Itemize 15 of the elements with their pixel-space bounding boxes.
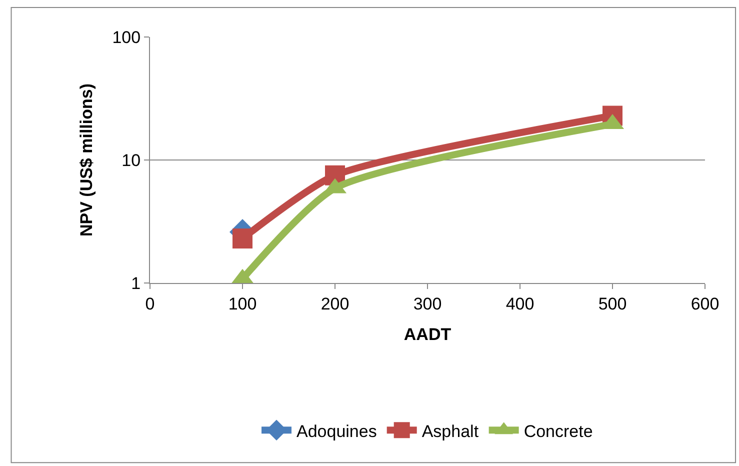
legend-label: Asphalt: [422, 422, 479, 441]
y-tick-label: 100: [112, 28, 141, 47]
x-tick-label: 400: [506, 294, 534, 314]
x-tick-label: 200: [320, 294, 350, 314]
x-tick-label: 300: [413, 294, 442, 314]
y-tick-label: 1: [131, 274, 141, 293]
x-tick-label: 0: [145, 294, 155, 314]
x-tick-label: 600: [690, 294, 720, 314]
legend-label: Adoquines: [296, 422, 377, 441]
y-tick-label: 10: [122, 150, 141, 170]
x-tick-label: 100: [228, 294, 257, 314]
legend-label: Concrete: [524, 422, 593, 441]
y-axis-title: NPV (US$ millions): [76, 83, 96, 237]
x-tick-label: 500: [598, 294, 627, 314]
x-axis-title: AADT: [404, 324, 452, 344]
